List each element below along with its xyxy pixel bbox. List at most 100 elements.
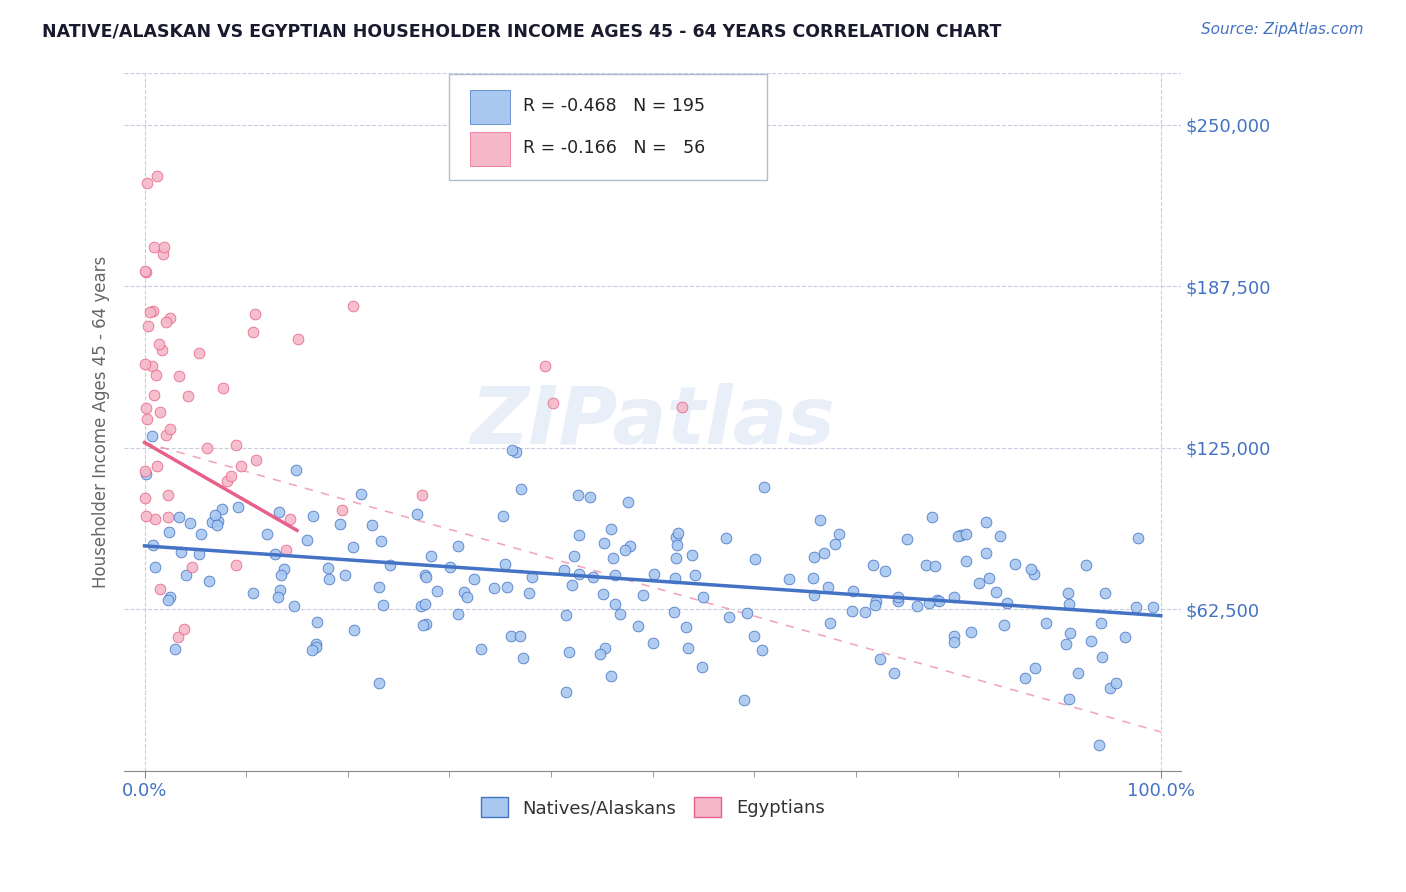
- Point: [1067, 666, 1090, 681]
- Point: [136, 176, 159, 190]
- Point: [1057, 597, 1080, 611]
- Point: [1104, 676, 1126, 690]
- Point: [742, 630, 765, 644]
- Point: [603, 568, 626, 582]
- Point: [555, 607, 578, 622]
- Point: [567, 488, 589, 502]
- Point: [943, 634, 966, 648]
- Point: [142, 303, 165, 318]
- Point: [917, 596, 939, 610]
- Point: [675, 620, 697, 634]
- Point: [204, 508, 226, 523]
- Point: [212, 381, 235, 395]
- Point: [593, 640, 616, 655]
- Point: [167, 369, 190, 384]
- Point: [342, 299, 364, 313]
- Text: ZIPatlas: ZIPatlas: [470, 383, 835, 461]
- Point: [456, 591, 478, 605]
- Point: [273, 562, 295, 576]
- Point: [269, 582, 291, 597]
- Bar: [470, 90, 510, 124]
- Point: [690, 660, 713, 674]
- Point: [869, 652, 891, 666]
- Point: [995, 596, 1018, 610]
- Point: [664, 571, 686, 585]
- Point: [463, 572, 485, 586]
- Point: [681, 548, 703, 562]
- Point: [520, 570, 543, 584]
- Bar: [470, 132, 510, 166]
- Point: [415, 597, 437, 611]
- Point: [558, 644, 581, 658]
- Point: [955, 554, 977, 568]
- Point: [198, 574, 221, 588]
- Point: [555, 685, 578, 699]
- Point: [950, 528, 973, 542]
- Point: [283, 599, 305, 613]
- Point: [1125, 600, 1147, 615]
- Point: [278, 512, 301, 526]
- Point: [509, 629, 531, 643]
- Point: [582, 570, 605, 584]
- Point: [494, 558, 516, 572]
- Point: [666, 537, 689, 551]
- Point: [1024, 566, 1046, 581]
- Point: [865, 594, 887, 608]
- Point: [181, 559, 204, 574]
- Point: [633, 587, 655, 601]
- Point: [439, 560, 461, 574]
- Point: [150, 343, 173, 358]
- Point: [1014, 671, 1036, 685]
- Point: [589, 648, 612, 662]
- Point: [896, 533, 918, 547]
- Point: [419, 549, 441, 563]
- Point: [134, 264, 156, 278]
- Point: [592, 587, 614, 601]
- Point: [335, 568, 357, 582]
- Point: [496, 580, 519, 594]
- Point: [676, 641, 699, 656]
- Point: [285, 463, 308, 477]
- Point: [717, 610, 740, 624]
- Point: [744, 552, 766, 566]
- Point: [145, 459, 167, 474]
- Point: [641, 636, 664, 650]
- Text: Source: ZipAtlas.com: Source: ZipAtlas.com: [1201, 22, 1364, 37]
- Point: [482, 581, 505, 595]
- Point: [988, 529, 1011, 543]
- Point: [148, 337, 170, 351]
- Point: [367, 676, 389, 690]
- Point: [200, 515, 222, 529]
- Point: [297, 533, 319, 547]
- Point: [149, 405, 172, 419]
- Point: [153, 240, 176, 254]
- Point: [217, 475, 239, 489]
- Point: [318, 573, 340, 587]
- Point: [820, 615, 842, 630]
- Point: [367, 580, 389, 594]
- Point: [593, 535, 616, 549]
- Point: [665, 530, 688, 544]
- Point: [142, 240, 165, 254]
- Point: [287, 332, 309, 346]
- Point: [245, 453, 267, 467]
- Point: [752, 480, 775, 494]
- Point: [188, 346, 211, 360]
- Point: [1059, 625, 1081, 640]
- Point: [803, 550, 825, 565]
- Point: [207, 514, 229, 528]
- Point: [509, 482, 531, 496]
- Point: [666, 526, 689, 541]
- Point: [329, 516, 352, 531]
- Point: [165, 641, 187, 656]
- Point: [873, 564, 896, 578]
- Point: [1076, 558, 1098, 572]
- Point: [946, 529, 969, 543]
- Point: [501, 629, 523, 643]
- Point: [409, 599, 432, 613]
- Point: [205, 517, 228, 532]
- Point: [1080, 634, 1102, 648]
- Point: [1099, 681, 1122, 695]
- Point: [887, 590, 910, 604]
- Point: [157, 510, 180, 524]
